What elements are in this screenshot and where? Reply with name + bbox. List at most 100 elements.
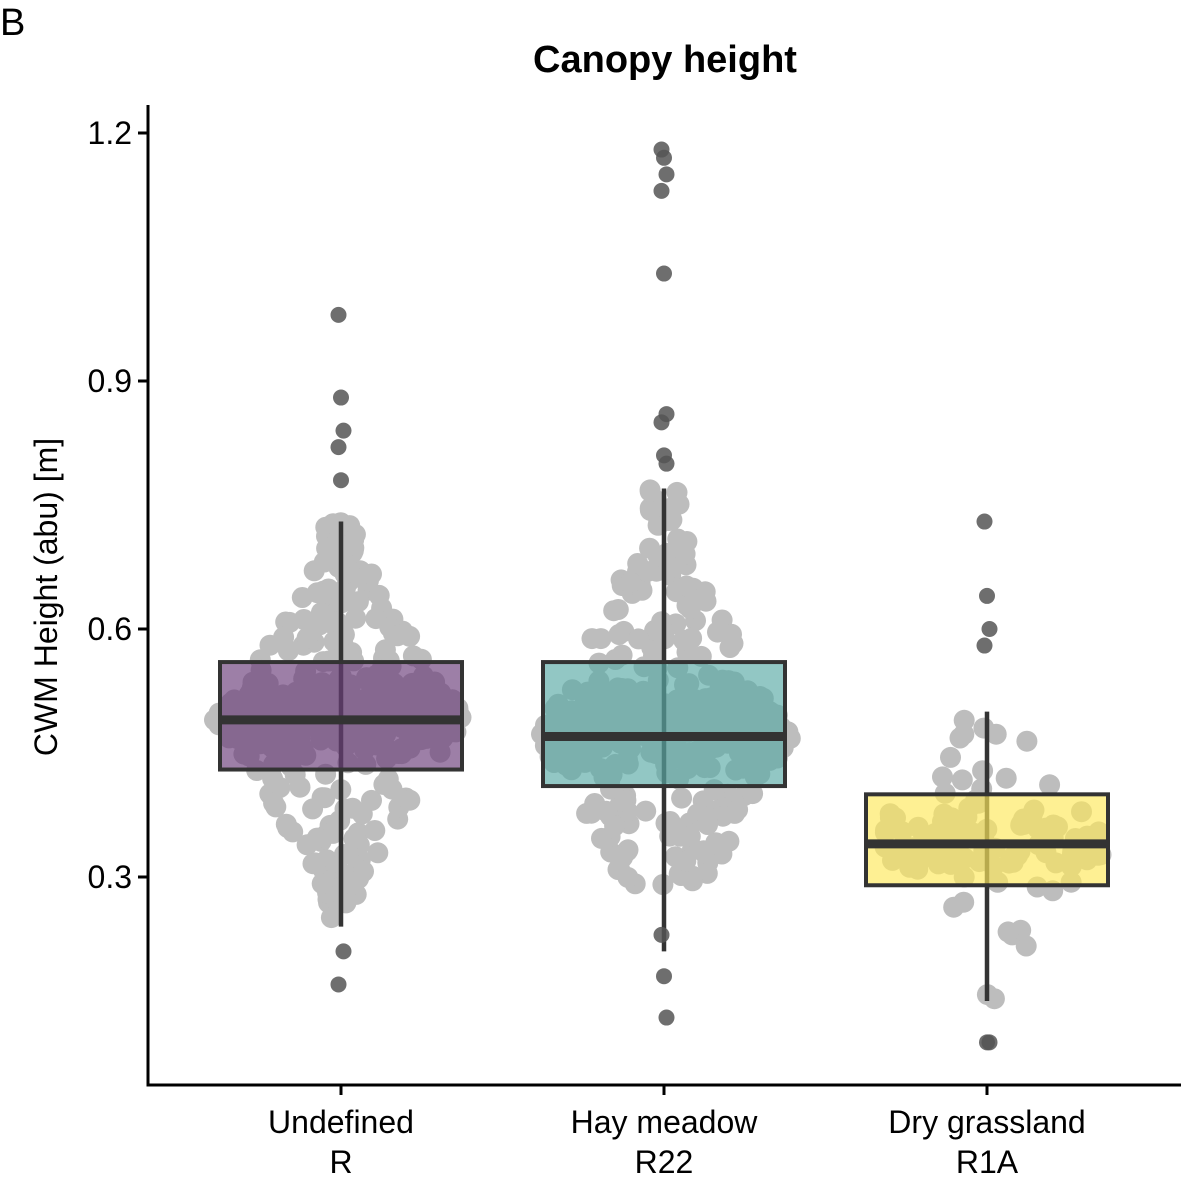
data-point	[697, 806, 719, 828]
data-point	[617, 866, 639, 888]
y-axis-title: CWM Height (abu) [m]	[28, 438, 64, 756]
data-point	[673, 629, 695, 651]
data-point	[311, 787, 333, 809]
outlier-point	[979, 587, 995, 604]
x-tick-label: Hay meadow	[571, 1104, 759, 1140]
outlier-point	[330, 439, 347, 456]
data-point	[309, 614, 331, 636]
data-point	[291, 587, 313, 608]
data-point	[361, 563, 382, 585]
data-point	[953, 709, 975, 731]
data-point	[628, 628, 649, 650]
panel-label: B	[0, 2, 26, 44]
data-point	[972, 760, 994, 782]
data-point	[932, 766, 953, 788]
box-iqr	[541, 660, 787, 789]
data-point	[651, 611, 673, 633]
data-point	[591, 827, 612, 849]
data-point	[311, 873, 333, 895]
outlier-point	[981, 621, 998, 637]
data-point	[619, 572, 641, 593]
outlier-point	[656, 149, 672, 166]
data-point	[695, 590, 717, 612]
y-tick-label: 0.3	[88, 859, 132, 895]
data-point	[635, 800, 657, 822]
data-point	[367, 842, 389, 864]
x-tick-label: R1A	[956, 1144, 1019, 1180]
axes-layer: Undefined R Hay meadow R22 Dry grassland R1A 0…	[88, 105, 1181, 1180]
outlier-point	[653, 414, 670, 431]
data-point	[387, 625, 408, 647]
y-tick-label: 1.2	[88, 115, 132, 151]
data-point	[679, 598, 701, 620]
data-point	[303, 560, 325, 582]
data-point	[997, 921, 1019, 943]
data-point	[326, 611, 348, 633]
outlier-point	[653, 182, 670, 199]
outlier-point	[656, 968, 672, 985]
data-point	[627, 553, 649, 574]
data-point	[953, 891, 975, 913]
data-point	[940, 746, 961, 768]
outlier-point	[330, 976, 347, 993]
data-point	[576, 802, 598, 824]
data-point	[718, 830, 740, 852]
data-point	[1016, 730, 1038, 752]
data-point	[985, 723, 1007, 745]
x-tick-label: Dry grassland	[888, 1104, 1085, 1140]
data-point	[374, 639, 396, 661]
data-point	[675, 575, 697, 597]
data-point	[742, 783, 764, 805]
data-point	[342, 874, 364, 895]
data-point	[368, 584, 390, 606]
data-point	[668, 493, 690, 515]
x-tick-label: R22	[635, 1144, 694, 1180]
data-point	[581, 628, 603, 650]
data-point	[364, 820, 386, 841]
outlier-point	[658, 1009, 675, 1026]
data-point	[263, 792, 285, 814]
data-point	[302, 853, 324, 875]
data-point	[262, 768, 284, 790]
outlier-point	[658, 455, 675, 472]
data-point	[707, 621, 728, 643]
outlier-layer	[330, 141, 998, 1051]
data-point	[282, 821, 304, 843]
data-point	[951, 769, 973, 791]
data-point	[306, 827, 328, 849]
data-point	[658, 558, 680, 580]
outlier-point	[333, 472, 349, 489]
data-point	[595, 800, 617, 822]
data-point	[727, 799, 749, 821]
outlier-point	[976, 637, 993, 654]
data-point	[345, 607, 367, 629]
data-point	[320, 907, 342, 929]
outlier-point	[333, 389, 349, 406]
data-point	[289, 776, 311, 798]
data-point	[671, 787, 693, 809]
chart-title: Canopy height	[533, 39, 797, 81]
outlier-point	[981, 1034, 998, 1051]
outlier-point	[656, 265, 672, 282]
data-point	[719, 637, 741, 658]
data-point	[399, 789, 421, 811]
data-point	[667, 528, 689, 550]
data-point	[296, 627, 318, 649]
y-tick-label: 0.9	[88, 363, 132, 399]
outlier-point	[653, 926, 670, 943]
y-tick-label: 0.6	[88, 611, 132, 647]
outlier-point	[976, 513, 993, 530]
data-point	[608, 624, 630, 645]
data-point	[343, 828, 365, 850]
data-point	[679, 825, 701, 847]
data-point	[995, 767, 1017, 789]
data-point	[365, 608, 387, 630]
data-point	[1039, 774, 1061, 796]
x-tick-label: R	[329, 1144, 352, 1180]
data-point	[273, 626, 295, 648]
x-tick-label: Undefined	[268, 1104, 414, 1140]
data-point	[675, 850, 697, 872]
outlier-point	[658, 166, 675, 183]
boxplot-layer	[218, 488, 1110, 1001]
